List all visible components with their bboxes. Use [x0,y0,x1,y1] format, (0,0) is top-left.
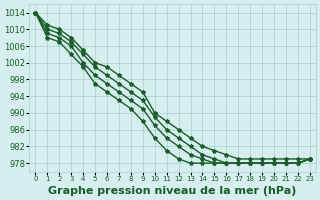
X-axis label: Graphe pression niveau de la mer (hPa): Graphe pression niveau de la mer (hPa) [48,186,297,196]
